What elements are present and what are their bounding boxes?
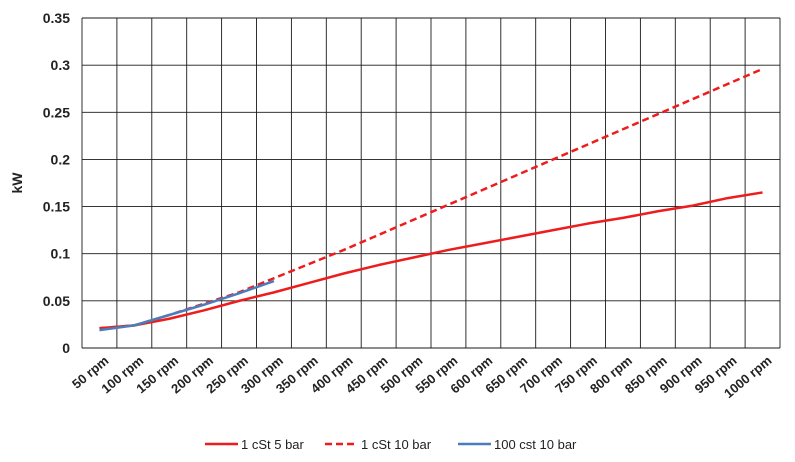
- plot-series: [99, 67, 764, 332]
- y-tick-label: 0.25: [43, 104, 70, 120]
- series-line-3: [99, 279, 275, 332]
- y-tick-label: 0: [62, 340, 70, 356]
- y-tick-label: 0.3: [51, 57, 71, 73]
- y-axis-title: kW: [9, 172, 25, 194]
- legend-label: 100 cst 10 bar: [494, 437, 577, 452]
- y-tick-label: 0.1: [51, 246, 71, 262]
- grid: [81, 17, 781, 349]
- y-tick-label: 0.05: [43, 293, 70, 309]
- series-line-1: [99, 191, 763, 330]
- legend-label: 1 cSt 10 bar: [361, 437, 432, 452]
- y-axis-ticks: 0 0.05 0.1 0.15 0.2 0.25 0.3 0.35: [43, 10, 70, 356]
- y-tick-label: 0.35: [43, 10, 70, 26]
- legend-label: 1 cSt 5 bar: [241, 437, 305, 452]
- y-tick-label: 0.2: [51, 151, 71, 167]
- y-tick-label: 0.15: [43, 199, 70, 215]
- legend: 1 cSt 5 bar 1 cSt 10 bar 100 cst 10 bar: [205, 437, 577, 452]
